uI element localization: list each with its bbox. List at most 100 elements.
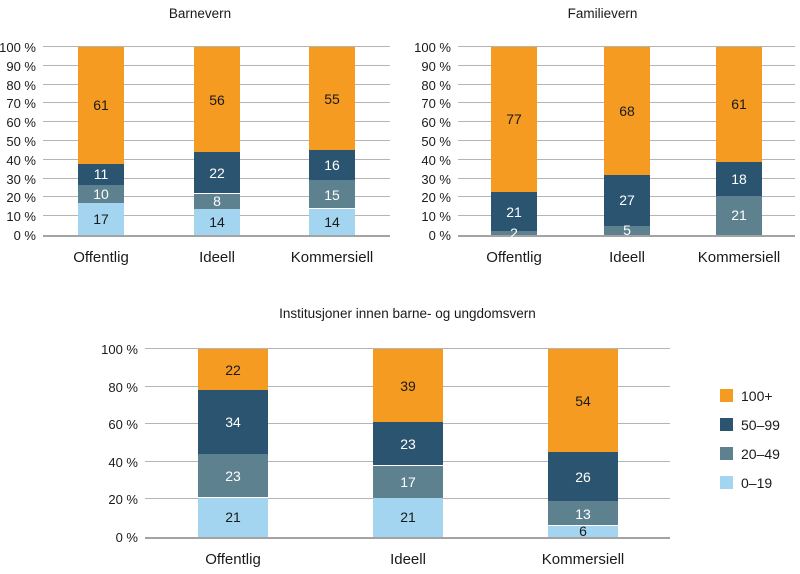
y-tick-label: 80 % <box>6 78 36 93</box>
y-tick-label: 0 % <box>428 228 451 243</box>
bar-segment-20–49 <box>548 501 618 525</box>
legend-item-50-99: 50–99 <box>720 410 800 439</box>
bar-value-label: 61 <box>93 97 109 113</box>
bar-value-label: 5 <box>623 222 631 238</box>
bar-segment-100+ <box>716 47 762 162</box>
y-tick-label: 40 % <box>421 153 451 168</box>
x-category-label: Kommersiell <box>541 551 625 568</box>
bar-segment-20–49 <box>194 194 240 209</box>
bar-value-label: 21 <box>506 204 522 220</box>
bar-segment-20–49 <box>309 180 355 208</box>
gridline <box>145 348 670 349</box>
legend-label-100plus: 100+ <box>741 387 773 404</box>
bar-segment-50–99 <box>548 452 618 501</box>
bar-value-label: 13 <box>575 506 591 522</box>
bar-value-label: 26 <box>575 469 591 485</box>
x-category-label: Offentlig <box>73 249 129 266</box>
bar-value-label: 77 <box>506 111 522 127</box>
y-tick-label: 50 % <box>421 134 451 149</box>
legend-label-20-49: 20–49 <box>741 445 780 462</box>
bar-segment-0–19 <box>548 526 618 537</box>
bar-segment-100+ <box>491 47 537 192</box>
bar-value-label: 6 <box>579 523 587 539</box>
gridline <box>458 46 795 47</box>
bar-segment-100+ <box>548 349 618 452</box>
legend-item-0-19: 0–19 <box>720 468 800 497</box>
legend-swatch-100plus <box>720 389 733 402</box>
legend: 100+ 50–99 20–49 0–19 <box>720 381 800 497</box>
bar-value-label: 23 <box>400 436 416 452</box>
x-axis-line <box>145 537 670 539</box>
y-tick-label: 100 % <box>101 342 138 357</box>
x-axis-line <box>458 235 795 237</box>
y-tick-label: 40 % <box>108 455 138 470</box>
plot-area-institusjoner: 100 % 80 % 60 % 40 % 20 % 0 % 21 23 34 22 Offentli… <box>101 343 670 568</box>
bar-value-label: 54 <box>575 393 591 409</box>
bar-value-label: 11 <box>93 166 109 182</box>
legend-swatch-0-19 <box>720 476 733 489</box>
plot-area-barnevern: 100 % 90 % 80 % 70 % 60 % 50 % 40 % 30 % 20 % 10 … <box>0 41 390 266</box>
chart-title-barnevern: Barnevern <box>168 6 232 21</box>
legend-swatch-20-49 <box>720 447 733 460</box>
bar-segment-20–49 <box>373 466 443 498</box>
bar-segment-20–49 <box>198 454 268 497</box>
bar-segment-100+ <box>309 47 355 150</box>
bar-segment-50–99 <box>78 164 124 185</box>
x-category-label: Ideell <box>390 551 426 568</box>
bar-segment-50–99 <box>716 162 762 196</box>
y-tick-label: 20 % <box>6 190 36 205</box>
bar-segment-0–19 <box>198 498 268 537</box>
y-tick-label: 90 % <box>421 59 451 74</box>
bar-segment-100+ <box>604 47 650 175</box>
y-tick-label: 30 % <box>6 172 36 187</box>
bar-value-label: 2 <box>510 225 518 241</box>
legend-item-100plus: 100+ <box>720 381 800 410</box>
y-tick-label: 60 % <box>108 417 138 432</box>
bar-segment-0–19 <box>194 209 240 235</box>
bar-value-label: 10 <box>93 186 109 202</box>
y-tick-label: 60 % <box>6 115 36 130</box>
bar-segment-50–99 <box>373 422 443 465</box>
gridline <box>43 46 390 47</box>
bar-value-label: 18 <box>731 171 747 187</box>
bar-segment-100+ <box>78 47 124 164</box>
bar-segment-50–99 <box>194 152 240 193</box>
bar-segment-20–49 <box>716 196 762 235</box>
bar-segment-20–49 <box>78 184 124 203</box>
x-axis-line <box>43 235 390 237</box>
chart-familievern: Familievern 100 % 90 % 80 % 70 % 60 % 50 % 40 … <box>405 0 800 280</box>
bar-value-label: 68 <box>619 103 635 119</box>
x-category-label: Kommersiell <box>290 249 374 266</box>
y-tick-label: 0 % <box>13 228 36 243</box>
bar-value-label: 56 <box>209 92 225 108</box>
chart-title-familievern: Familievern <box>567 6 638 21</box>
bar-segment-100+ <box>194 47 240 152</box>
x-category-label: Kommersiell <box>697 249 781 266</box>
bar-segment-50–99 <box>491 192 537 231</box>
bar-value-label: 55 <box>324 91 340 107</box>
y-tick-label: 10 % <box>421 209 451 224</box>
bar-segment-0–19 <box>373 498 443 537</box>
chart-barnevern: Barnevern 100 % 90 % 80 % 70 % 60 % 50 % 40 % 3… <box>0 0 400 280</box>
y-tick-label: 50 % <box>6 134 36 149</box>
bar-segment-0–19 <box>309 209 355 235</box>
bar-value-label: 17 <box>93 211 109 227</box>
bar-value-label: 21 <box>400 509 416 525</box>
y-tick-label: 80 % <box>108 380 138 395</box>
bar-segment-50–99 <box>604 175 650 226</box>
bar-value-label: 14 <box>209 214 225 230</box>
plot-area-familievern: 100 % 90 % 80 % 70 % 60 % 50 % 40 % 30 % 20 % 10 … <box>414 41 795 266</box>
bar-value-label: 17 <box>400 474 416 490</box>
y-tick-label: 20 % <box>421 190 451 205</box>
bar-value-label: 22 <box>225 362 241 378</box>
y-tick-label: 40 % <box>6 153 36 168</box>
legend-item-20-49: 20–49 <box>720 439 800 468</box>
y-tick-label: 20 % <box>108 492 138 507</box>
bar-value-label: 61 <box>731 96 747 112</box>
bar-segment-50–99 <box>309 150 355 180</box>
bar-value-label: 21 <box>225 509 241 525</box>
bar-segment-0–19 <box>78 203 124 235</box>
y-tick-label: 70 % <box>421 96 451 111</box>
bar-segment-20–49 <box>491 231 537 235</box>
bar-value-label: 27 <box>619 192 635 208</box>
